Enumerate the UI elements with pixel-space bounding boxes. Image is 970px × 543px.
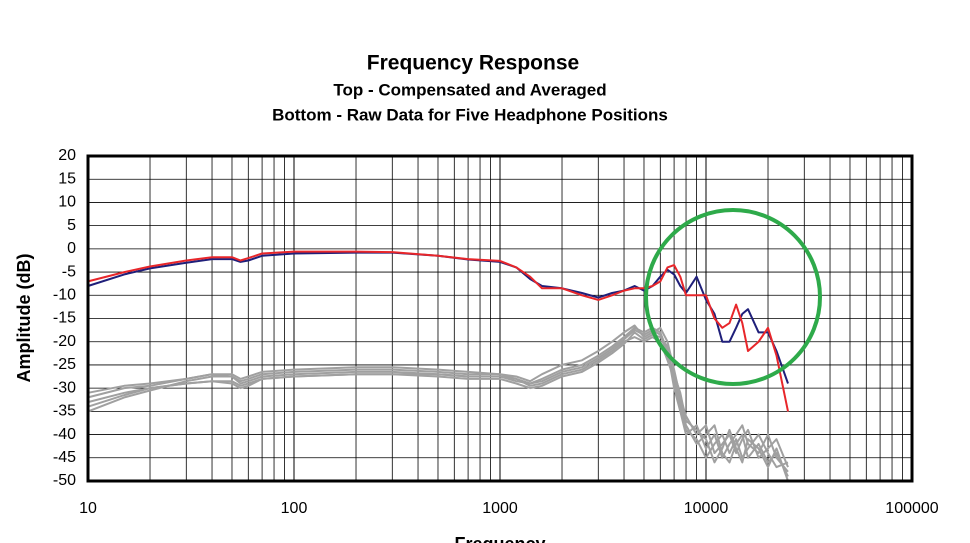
plot-frame (86, 154, 914, 483)
y-tick-label: -25 (53, 356, 76, 373)
y-tick-label: 5 (67, 217, 76, 234)
y-tick-label: 0 (67, 240, 76, 257)
y-axis-label: Amplitude (dB) (14, 254, 34, 383)
series-line (87, 326, 789, 473)
y-tick-label: -20 (53, 333, 76, 350)
x-tick-label: 10000 (684, 500, 729, 517)
y-tick-label: -40 (53, 426, 76, 443)
y-tick-label: -5 (62, 263, 76, 280)
chart-subtitle: Top - Compensated and Averaged (333, 80, 606, 99)
series-line (87, 251, 789, 384)
y-tick-label: -30 (53, 379, 76, 396)
y-tick-label: 15 (58, 170, 76, 187)
series-line (87, 250, 789, 412)
x-tick-label: 100 (281, 500, 308, 517)
series-line (87, 331, 789, 469)
series-line (87, 324, 789, 468)
y-tick-label: 10 (58, 194, 76, 211)
y-tick-label: -15 (53, 310, 76, 327)
y-tick-label: -45 (53, 449, 76, 466)
x-tick-label: 100000 (885, 500, 938, 517)
y-tick-label: -10 (53, 287, 76, 304)
x-axis-label: Frequency (454, 534, 545, 543)
y-tick-label: -35 (53, 403, 76, 420)
series-line (87, 329, 789, 482)
y-tick-label: -50 (53, 472, 76, 489)
chart-title: Frequency Response (367, 52, 579, 75)
series-line (87, 336, 789, 477)
x-tick-label: 10 (79, 500, 97, 517)
y-tick-label: 20 (58, 147, 76, 164)
x-tick-label: 1000 (482, 500, 518, 517)
chart-subtitle: Bottom - Raw Data for Five Headphone Pos… (272, 105, 668, 124)
highlight-circle (644, 208, 822, 386)
